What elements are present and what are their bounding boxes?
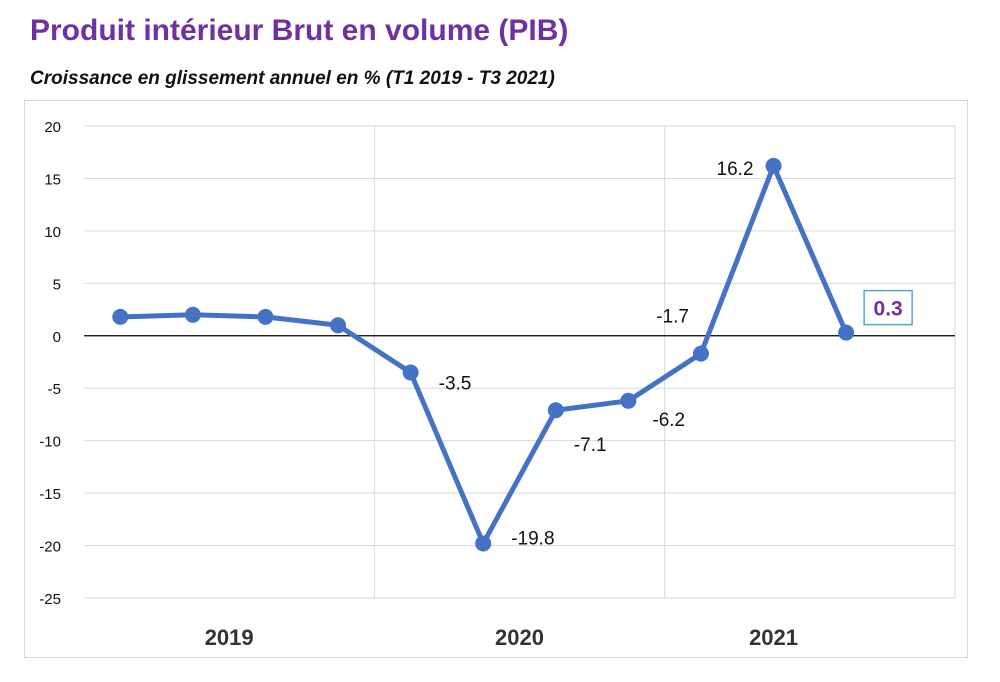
data-label: -7.1: [574, 435, 607, 456]
data-point[interactable]: [765, 157, 782, 174]
x-group-label: 2019: [205, 625, 254, 650]
data-point[interactable]: [620, 392, 637, 409]
y-tick-label: -25: [39, 591, 61, 608]
data-point[interactable]: [838, 324, 855, 341]
data-point[interactable]: [692, 345, 709, 362]
data-point[interactable]: [112, 308, 129, 325]
y-tick-label: 15: [44, 171, 61, 188]
series-line: [120, 163, 849, 546]
data-point[interactable]: [547, 402, 564, 419]
highlight-label-box: [863, 289, 913, 326]
y-tick-label: 5: [53, 276, 61, 293]
chart-title: Produit intérieur Brut en volume (PIB): [30, 14, 569, 47]
x-group-label: 2020: [495, 625, 544, 650]
data-label: -1.7: [656, 307, 689, 328]
y-tick-label: 10: [44, 224, 61, 241]
data-point[interactable]: [475, 535, 492, 552]
y-tick-label: -5: [48, 381, 61, 398]
y-tick-label: -10: [39, 434, 61, 451]
y-tick-label: -20: [39, 539, 61, 556]
chart-frame: [24, 100, 968, 658]
data-point[interactable]: [402, 364, 419, 381]
data-label-highlight: 0.3: [874, 298, 903, 321]
data-label: -6.2: [652, 410, 685, 431]
data-label: -19.8: [511, 528, 554, 549]
x-group-label: 2021: [749, 625, 798, 650]
chart-subtitle: Croissance en glissement annuel en % (T1…: [30, 68, 555, 89]
data-label: -3.5: [439, 373, 472, 394]
data-point[interactable]: [184, 306, 201, 323]
y-tick-label: 20: [44, 119, 61, 136]
data-point[interactable]: [257, 308, 274, 325]
data-point[interactable]: [330, 317, 347, 334]
y-tick-label: -15: [39, 486, 61, 503]
data-label: 16.2: [717, 159, 754, 180]
y-tick-label: 0: [53, 329, 61, 346]
